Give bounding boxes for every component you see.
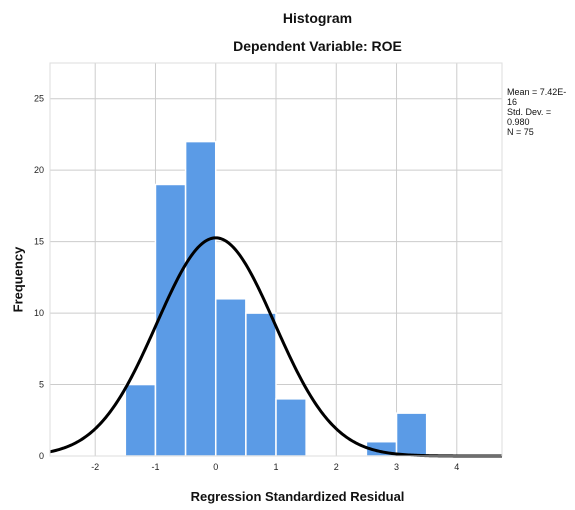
plot-frame xyxy=(49,62,503,457)
x-tick-label: 0 xyxy=(213,462,218,472)
histogram-bar xyxy=(154,183,187,457)
histogram-bar xyxy=(395,412,428,457)
x-tick-label: -1 xyxy=(151,462,159,472)
x-axis-label: Regression Standardized Residual xyxy=(190,489,405,504)
stats-n: N = 75 xyxy=(507,127,534,137)
y-tick-label: 0 xyxy=(39,451,44,461)
y-tick-label: 10 xyxy=(34,308,44,318)
histogram-bar xyxy=(214,298,247,457)
y-tick-label: 15 xyxy=(34,237,44,247)
x-tick-label: -2 xyxy=(91,462,99,472)
histogram-bar xyxy=(245,312,277,457)
x-tick-label: 4 xyxy=(454,462,459,472)
x-tick-label: 2 xyxy=(334,462,339,472)
x-tick-label: 3 xyxy=(394,462,399,472)
y-tick-label: 5 xyxy=(39,380,44,390)
histogram-bar xyxy=(184,140,217,457)
stats-legend: Mean = 7.42E-16 Std. Dev. = 0.980 N = 75 xyxy=(507,87,575,137)
tick-labels: -2 -1 0 1 2 3 4 0 5 10 15 20 25 xyxy=(34,94,459,472)
y-tick-label: 20 xyxy=(34,165,44,175)
chart-title: Histogram xyxy=(282,10,353,26)
histogram-bars xyxy=(124,140,428,457)
chart-subtitle: Dependent Variable: ROE xyxy=(233,38,402,54)
stats-std-dev: Std. Dev. = 0.980 xyxy=(507,107,552,127)
x-tick-label: 1 xyxy=(273,462,278,472)
stats-mean: Mean = 7.42E-16 xyxy=(507,87,567,107)
axes xyxy=(49,62,503,457)
y-tick-label: 25 xyxy=(34,94,44,104)
y-axis-label: Frequency xyxy=(10,246,26,313)
histogram-bar xyxy=(275,398,307,457)
histogram-bar xyxy=(124,383,157,457)
